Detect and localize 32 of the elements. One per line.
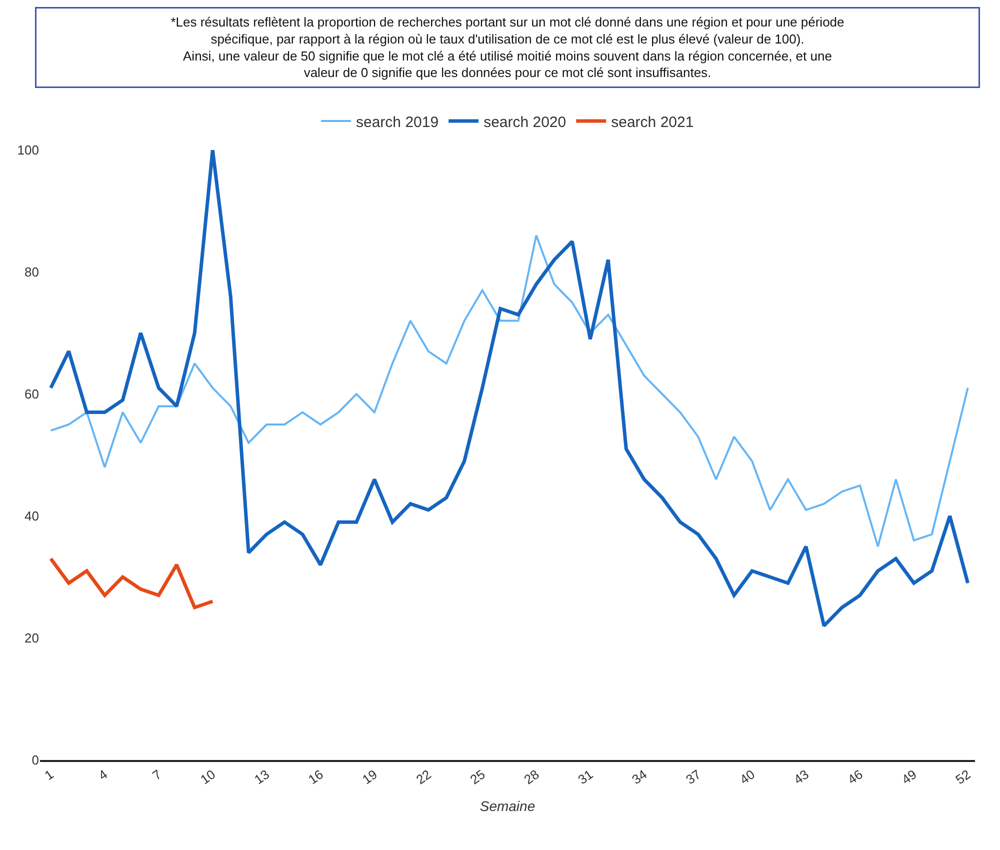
y-tick-label: 40 [24,508,39,524]
x-tick-label: 28 [521,766,542,788]
y-tick-label: 0 [32,752,39,768]
x-tick-label: 16 [305,766,326,788]
x-tick-label: 25 [467,766,488,788]
x-axis-title: Semaine [480,798,536,814]
x-tick-label: 52 [952,766,974,788]
x-tick-label: 4 [96,766,110,784]
x-tick-label: 31 [575,766,596,788]
x-tick-label: 13 [252,766,272,788]
x-tick-label: 43 [790,766,812,788]
x-tick-label: 34 [629,766,650,788]
legend-label: search 2019 [356,114,439,131]
x-tick-label: 40 [737,766,758,788]
line-series [49,150,970,628]
x-tick-label: 7 [150,766,164,784]
x-tick-label: 49 [898,766,920,788]
y-tick-label: 100 [17,142,39,158]
x-tick-label: 10 [198,766,218,788]
legend-label: search 2021 [611,114,694,131]
x-tick-label: 22 [413,766,434,788]
y-tick-label: 20 [24,630,39,646]
x-tick-label: 1 [42,766,56,784]
y-tick-label: 60 [24,386,39,402]
x-tick-label: 46 [844,766,866,788]
y-tick-label: 80 [24,264,39,280]
x-tick-label: 37 [683,766,704,788]
text: *Les résultats reflètent la proportion de recherches portant sur un mot clé donné dans une région et pour une période spécifique, par rapport à la région où le taux d'utilisation de ce mot clé est le plus élevé (valeur de 100). Ainsi, une valeur de 50 signifie que le mot clé a été utilisé moitié moins souvent dans la région concernée, et une valeur de 0 signifie que les données pour ce mot clé sont insuffisantes. [170,14,844,80]
legend-label: search 2020 [484,114,566,131]
x-tick-label: 19 [359,766,380,788]
line-series [50,234,969,548]
line-series [49,556,214,610]
